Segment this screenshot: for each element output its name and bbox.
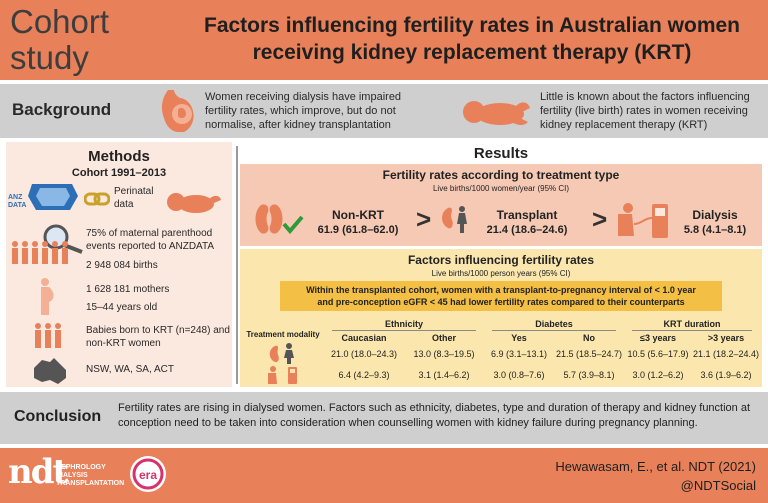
fertility-rates-title: Fertility rates according to treatment t… — [382, 168, 620, 182]
dialysis-other: 3.1 (1.4–6.2) — [418, 370, 470, 380]
dialysis-value: 5.8 (4.1–8.1) — [683, 224, 747, 236]
factors-panel: Factors influencing fertility rates Live… — [240, 249, 762, 387]
greater-than-1: > — [416, 204, 432, 234]
study-type-line1: Cohort — [10, 3, 110, 40]
ndt-logo: ndt — [8, 452, 68, 492]
dialysis-diabetes-yes: 3.0 (0.8–7.6) — [493, 370, 545, 380]
dialysis-label: Dialysis — [692, 208, 738, 222]
checkmark-icon — [282, 215, 304, 234]
treatment-modality-label: Treatment modality — [246, 330, 320, 339]
dialysis-diabetes-no: 5.7 (3.9–8.1) — [563, 370, 615, 380]
factors-title: Factors influencing fertility rates — [407, 253, 595, 267]
group-underline-krt — [632, 330, 752, 331]
background-band: Background Women receiving dialysis have… — [0, 84, 768, 138]
col-caucasian: Caucasian — [341, 333, 387, 343]
woman-icon — [457, 206, 467, 233]
factors-subtitle: Live births/1000 person years (95% CI) — [431, 269, 571, 278]
age-range: 15–44 years old — [86, 302, 158, 313]
maternal-events-text: 75% of maternal parenthood events report… — [86, 228, 215, 252]
page-title: Factors influencing fertility rates in A… — [182, 12, 762, 66]
perinatal-data-label: Perinatal data — [114, 186, 154, 210]
mother-baby-icon — [35, 323, 61, 348]
kidney-icon — [269, 345, 279, 363]
header-banner: Cohort study Factors influencing fertili… — [0, 0, 768, 80]
cohort-years: Cohort 1991–2013 — [71, 167, 167, 179]
conclusion-band: Conclusion Fertility rates are rising in… — [0, 392, 768, 444]
non-krt-label: Non-KRT — [332, 208, 384, 222]
baby-icon — [463, 101, 530, 125]
study-type-label: Cohort study — [10, 4, 160, 76]
group-underline-diabetes — [492, 330, 616, 331]
dialysis-krt-long: 3.6 (1.9–6.2) — [700, 370, 752, 380]
women-group-icon — [12, 241, 68, 264]
conclusion-text: Fertility rates are rising in dialysed w… — [118, 402, 751, 429]
anzdata-logo-text: ANZ DATA — [8, 194, 27, 209]
kidney-icon — [255, 204, 283, 234]
citation: Hewawasam, E., et al. NDT (2021) — [555, 459, 756, 474]
col-krt-long: >3 years — [707, 333, 745, 343]
group-diabetes: Diabetes — [535, 319, 573, 329]
transplant-krt-short: 10.5 (5.6–17.9) — [627, 349, 689, 359]
group-underline-ethnicity — [332, 330, 476, 331]
col-diabetes-no: No — [583, 333, 595, 343]
section-divider — [236, 146, 238, 384]
babies-cohort-text: Babies born to KRT (n=248) and non-KRT w… — [86, 325, 230, 349]
baby-icon — [167, 193, 221, 213]
chain-link-icon — [84, 192, 110, 206]
transplant-diabetes-no: 21.5 (18.5–24.7) — [555, 349, 623, 359]
world-map-icon — [28, 184, 78, 210]
fertility-by-treatment-panel: Fertility rates according to treatment t… — [240, 164, 762, 246]
dialysis-krt-short: 3.0 (1.2–6.2) — [632, 370, 684, 380]
mothers-count: 1 628 181 mothers — [86, 284, 170, 295]
ndt-line2: DIALYSIS — [56, 472, 88, 479]
group-ethnicity: Ethnicity — [384, 319, 423, 329]
woman-icon — [284, 343, 294, 364]
transplant-krt-long: 21.1 (18.2–24.4) — [692, 349, 760, 359]
conclusion-label: Conclusion — [14, 408, 102, 425]
transplant-label: Transplant — [496, 208, 558, 222]
pregnant-woman-icon — [41, 278, 54, 315]
transplant-value: 21.4 (18.6–24.6) — [486, 224, 568, 236]
dialysis-caucasian: 6.4 (4.2–9.3) — [338, 370, 390, 380]
col-krt-short: ≤3 years — [640, 333, 676, 343]
highlight-box: Within the transplanted cohort, women wi… — [280, 281, 722, 311]
era-logo-text: era — [139, 468, 157, 482]
results-title: Results — [473, 145, 529, 162]
era-logo-icon: era — [130, 456, 166, 492]
dialysis-machine-icon — [268, 366, 297, 384]
kidney-icon — [442, 207, 453, 229]
non-krt-value: 61.9 (61.8–62.0) — [317, 224, 399, 236]
births-count: 2 948 084 births — [86, 260, 158, 271]
methods-title: Methods — [88, 148, 150, 165]
transplant-diabetes-yes: 6.9 (3.1–13.1) — [490, 349, 548, 359]
background-label: Background — [12, 100, 112, 119]
social-handle[interactable]: @NDTSocial — [680, 478, 756, 493]
highlight-line1: Within the transplanted cohort, women wi… — [306, 285, 696, 295]
fertility-rates-subtitle: Live births/1000 women/year (95% CI) — [432, 184, 570, 193]
title-line2: receiving kidney replacement therapy (KR… — [252, 41, 692, 64]
pregnant-belly-icon — [161, 90, 194, 132]
background-text-2: Little is known about the factors influe… — [540, 91, 750, 131]
group-krt-duration: KRT duration — [663, 319, 721, 329]
greater-than-2: > — [592, 204, 608, 234]
title-line1: Factors influencing fertility rates in A… — [204, 14, 740, 37]
ndt-line1: NEPHROLOGY — [56, 464, 106, 471]
dialysis-machine-icon — [618, 203, 668, 238]
australia-map-icon — [34, 358, 66, 384]
ndt-line3: TRANSPLANTATION — [56, 480, 125, 487]
states-list: NSW, WA, SA, ACT — [86, 364, 174, 375]
highlight-line2: and pre-conception eGFR < 45 had lower f… — [317, 297, 685, 307]
col-other: Other — [431, 333, 456, 343]
background-text-1: Women receiving dialysis have impaired f… — [205, 91, 402, 131]
study-type-line2: study — [10, 39, 89, 76]
transplant-other: 13.0 (8.3–19.5) — [413, 349, 475, 359]
col-diabetes-yes: Yes — [511, 333, 527, 343]
ndt-logo-text: NEPHROLOGY DIALYSIS TRANSPLANTATION — [56, 464, 124, 488]
transplant-caucasian: 21.0 (18.0–24.3) — [330, 349, 398, 359]
footer-banner: ndt NEPHROLOGY DIALYSIS TRANSPLANTATION … — [0, 448, 768, 503]
methods-panel: Methods Cohort 1991–2013 ANZ DATA Perina… — [6, 142, 232, 387]
